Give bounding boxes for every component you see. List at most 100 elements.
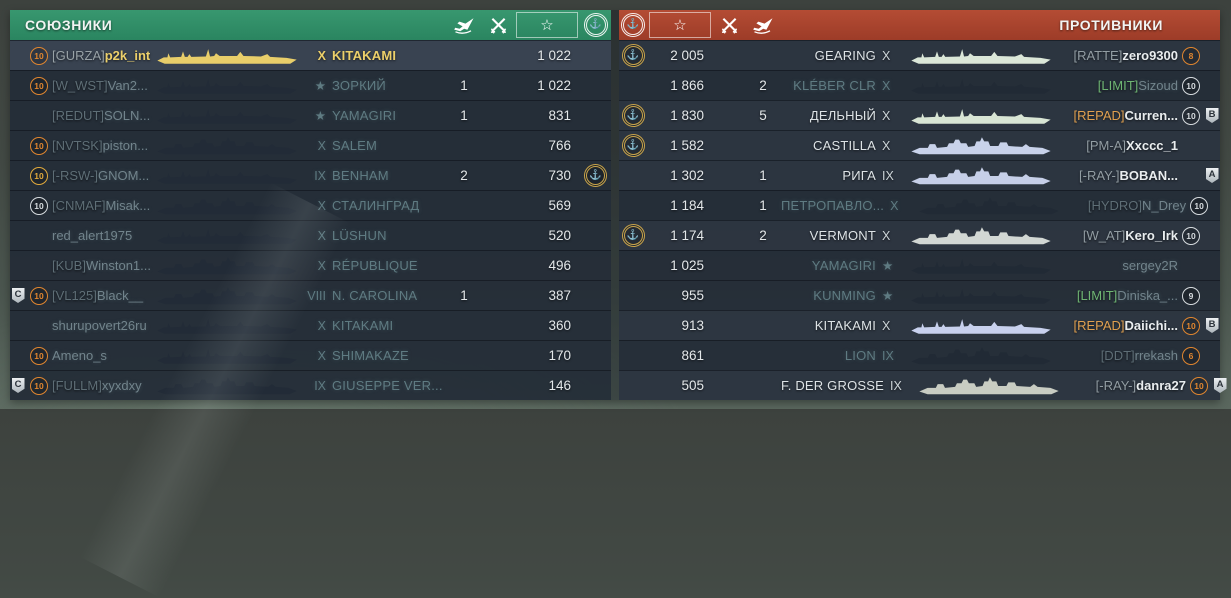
player-row[interactable]: 10 [W_WST] Van2... ★ ЗОРКИЙ 1 1 022 xyxy=(10,70,611,100)
player-name-cell[interactable]: [DDT] rrekash xyxy=(1056,348,1178,363)
planes-destroyed-column-header[interactable] xyxy=(745,10,781,40)
player-name-cell[interactable]: [LIMIT] Sizoud xyxy=(1056,78,1178,93)
player-name-cell[interactable]: [PM-A] Xxccc_1 xyxy=(1056,138,1178,153)
frags-count: 2 xyxy=(759,78,767,93)
player-name-cell[interactable]: [REPAD] Daiichi... xyxy=(1056,318,1178,333)
ship-silhouette-cell xyxy=(906,131,1056,160)
player-name-cell[interactable]: [GURZA] p2k_int xyxy=(52,48,152,63)
player-name: Xxccc_1 xyxy=(1125,138,1178,153)
ship-tier: ★ xyxy=(314,109,326,123)
ship-tier: IX xyxy=(890,378,902,393)
player-name-cell[interactable]: [KUB] Winston1... xyxy=(52,258,152,273)
level-badge: 10 xyxy=(30,196,48,215)
frags-count: 1 xyxy=(759,168,767,183)
player-row[interactable]: C 10 [FULLM] xyxdxy IX GIUSEPPE VER... 146 xyxy=(10,370,611,400)
player-row[interactable]: 861 LION IX [DDT] rrekash 6 xyxy=(619,340,1220,370)
player-row[interactable]: shurupovert26ru X KITAKAMI 360 xyxy=(10,310,611,340)
player-name-cell[interactable]: [W_WST] Van2... xyxy=(52,78,152,93)
league-emblem-cell: ⚓ xyxy=(619,104,647,127)
ship-tier: X xyxy=(317,228,326,243)
anchor-wreath-icon: ⚓ xyxy=(583,13,608,37)
player-row[interactable]: 505 F. DER GROSSE IX [-RAY-] danra27 10 A xyxy=(619,370,1227,400)
ship-silhouette-cell xyxy=(914,191,1064,220)
ship-silhouette-cell xyxy=(152,161,302,190)
clan-tag: [REDUT] xyxy=(52,108,104,123)
player-name-cell[interactable]: [FULLM] xyxdxy xyxy=(52,378,152,393)
xp-column-sort-header[interactable]: ☆ xyxy=(514,10,580,40)
ships-destroyed-column-header[interactable] xyxy=(482,10,514,40)
league-column-header[interactable]: ⚓ xyxy=(580,10,611,40)
division-badge-cell: B xyxy=(1204,108,1220,123)
player-name-cell[interactable]: [VL125] Black__ xyxy=(52,288,152,303)
player-row[interactable]: 913 KITAKAMI X [REPAD] Daiichi... 10 B xyxy=(619,310,1220,340)
ship-name: RÉPUBLIQUE xyxy=(332,258,418,273)
player-row[interactable]: 1 025 YAMAGIRI ★ sergey2R xyxy=(619,250,1220,280)
crossed-swords-icon xyxy=(489,16,508,35)
player-name: Sizoud xyxy=(1138,78,1178,93)
player-name: Kero_Irk xyxy=(1125,228,1178,243)
player-name-cell[interactable]: sergey2R xyxy=(1056,258,1178,273)
ship-silhouette-cell xyxy=(152,101,302,130)
player-name-cell[interactable]: [REPAD] Curren... xyxy=(1056,108,1178,123)
ship-silhouette-cell xyxy=(906,281,1056,310)
player-name-cell[interactable]: [-RSW-] GNOM... xyxy=(52,168,152,183)
ship-silhouette-cell xyxy=(914,371,1064,400)
ship-name: KLÉBER CLR xyxy=(793,78,876,93)
player-row[interactable]: ⚓ 2 005 GEARING X [RATTE] zero9300 8 xyxy=(619,40,1220,70)
anchor-wreath-icon: ⚓ xyxy=(584,164,607,187)
enemies-title: ПРОТИВНИКИ xyxy=(1059,17,1163,33)
ship-tier: X xyxy=(882,318,891,333)
league-column-header[interactable]: ⚓ xyxy=(619,10,647,40)
player-row[interactable]: ⚓ 1 582 CASTILLA X [PM-A] Xxccc_1 xyxy=(619,130,1220,160)
player-name: Misak... xyxy=(105,198,151,213)
player-row[interactable]: 1 302 1 РИГА IX [-RAY-] BOBAN... A xyxy=(619,160,1220,190)
ship-silhouette-icon xyxy=(915,375,1063,397)
player-row[interactable]: C 10 [VL125] Black__ VIII N. CAROLINA 1 387 xyxy=(10,280,611,310)
player-name-cell[interactable]: [RATTE] zero9300 xyxy=(1056,48,1178,63)
player-name-cell[interactable]: [NVTSK] piston... xyxy=(52,138,152,153)
player-name: shurupovert26ru xyxy=(52,318,147,333)
player-row[interactable]: ⚓ 1 174 2 VERMONT X [W_AT] Kero_Irk 10 xyxy=(619,220,1220,250)
player-name-cell[interactable]: shurupovert26ru xyxy=(52,318,152,333)
player-row[interactable]: [KUB] Winston1... X RÉPUBLIQUE 496 xyxy=(10,250,611,280)
ship-silhouette-cell xyxy=(152,311,302,340)
ship-silhouette-icon xyxy=(153,285,301,307)
planes-destroyed-column-header[interactable] xyxy=(446,10,482,40)
player-row[interactable]: 1 184 1 ПЕТРОПАВЛО... X [HYDRO] N_Drey 10 xyxy=(619,190,1220,220)
player-name-cell[interactable]: [HYDRO] N_Drey xyxy=(1064,198,1186,213)
level-badge-cell: 10 xyxy=(1178,226,1204,245)
level-badge-cell: 10 xyxy=(26,376,52,395)
xp-value: 569 xyxy=(548,198,571,213)
ship-silhouette-icon xyxy=(153,345,301,367)
ships-destroyed-column-header[interactable] xyxy=(713,10,745,40)
player-name-cell[interactable]: [REDUT] SOLN... xyxy=(52,108,152,123)
player-name-cell[interactable]: [-RAY-] BOBAN... xyxy=(1056,168,1178,183)
player-row[interactable]: red_alert1975 X LÜSHUN 520 xyxy=(10,220,611,250)
frags-count: 1 xyxy=(759,198,767,213)
player-name: GNOM... xyxy=(97,168,150,183)
player-name: N_Drey xyxy=(1142,198,1187,213)
player-row[interactable]: 10 [CNMAF] Misak... X СТАЛИНГРАД 569 xyxy=(10,190,611,220)
ship-silhouette-cell xyxy=(906,251,1056,280)
player-name: Ameno_s xyxy=(52,348,107,363)
ship-silhouette-icon xyxy=(907,345,1055,367)
level-badge: 10 xyxy=(1190,196,1209,215)
player-row[interactable]: 10 Ameno_s X SHIMAKAZE 170 xyxy=(10,340,611,370)
level-badge-cell: 6 xyxy=(1178,346,1204,365)
player-name-cell[interactable]: [CNMAF] Misak... xyxy=(52,198,152,213)
xp-column-sort-header[interactable]: ☆ xyxy=(647,10,713,40)
player-row[interactable]: 1 866 2 KLÉBER CLR X [LIMIT] Sizoud 10 xyxy=(619,70,1220,100)
player-name: xyxdxy xyxy=(101,378,142,393)
player-name-cell[interactable]: red_alert1975 xyxy=(52,228,152,243)
player-row[interactable]: ⚓ 1 830 5 ДЕЛЬНЫЙ X [REPAD] Curren... 10 B xyxy=(619,100,1220,130)
player-row[interactable]: 955 KUNMING ★ [LIMIT] Diniska_... 9 xyxy=(619,280,1220,310)
player-name-cell[interactable]: [-RAY-] danra27 xyxy=(1064,378,1186,393)
player-row[interactable]: 10 [-RSW-] GNOM... IX BENHAM 2 730 ⚓ xyxy=(10,160,611,190)
player-row[interactable]: [REDUT] SOLN... ★ YAMAGIRI 1 831 xyxy=(10,100,611,130)
player-name-cell[interactable]: [LIMIT] Diniska_... xyxy=(1056,288,1178,303)
player-name-cell[interactable]: Ameno_s xyxy=(52,348,152,363)
player-row[interactable]: 10 [GURZA] p2k_int X KITAKAMI 1 022 xyxy=(10,40,611,70)
player-row[interactable]: 10 [NVTSK] piston... X SALEM 766 xyxy=(10,130,611,160)
allies-title: СОЮЗНИКИ xyxy=(25,17,113,33)
player-name-cell[interactable]: [W_AT] Kero_Irk xyxy=(1056,228,1178,243)
